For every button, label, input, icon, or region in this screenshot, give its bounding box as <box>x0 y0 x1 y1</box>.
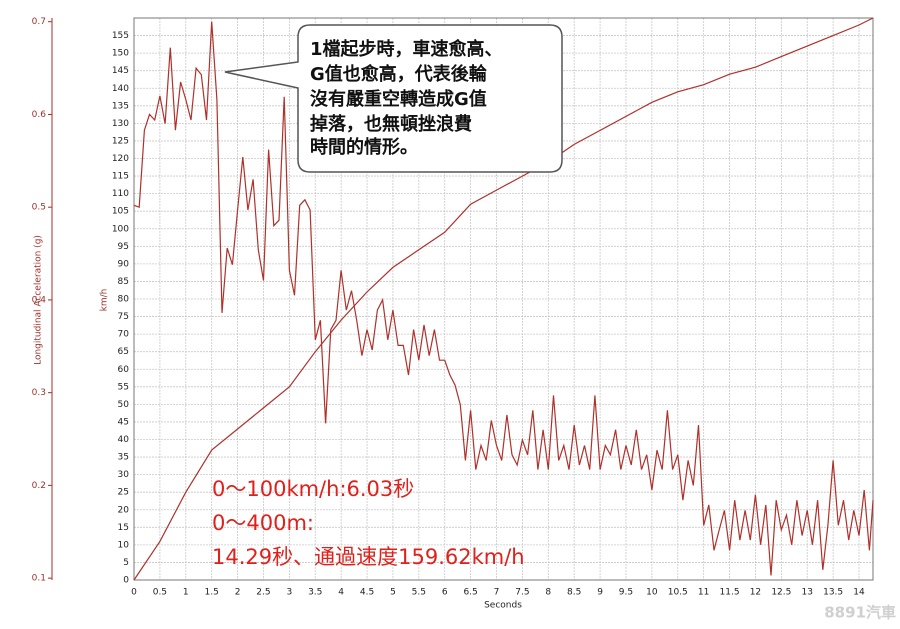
y-tick-label: 130 <box>112 119 129 129</box>
y-tick-label: 20 <box>118 505 130 515</box>
y-tick-label: 95 <box>118 242 129 252</box>
data-line <box>133 17 874 581</box>
y-tick-label: 10 <box>118 540 130 550</box>
plot-frame <box>133 17 874 581</box>
y-tick-label: 100 <box>112 224 129 234</box>
y-tick-label: 140 <box>112 84 129 94</box>
result-text: 0～100km/h:6.03秒 <box>212 477 414 501</box>
x-tick-label: 8 <box>545 588 551 598</box>
y-tick-label: 105 <box>112 207 129 217</box>
callout-text: 沒有嚴重空轉造成G值 <box>310 88 487 110</box>
x-tick-label: 0.5 <box>153 588 167 598</box>
x-tick-label: 10.5 <box>668 588 688 598</box>
result-text: 14.29秒、通過速度159.62km/h <box>212 545 525 569</box>
callout-box <box>224 24 563 173</box>
y-tick-label: 120 <box>112 154 129 164</box>
y-tick-label: 145 <box>112 66 129 76</box>
x-tick-label: 0 <box>131 588 137 598</box>
x-tick-label: 6 <box>442 588 448 598</box>
callout-text: 掉落，也無頓挫浪費 <box>310 113 472 135</box>
y-tick-label: 25 <box>118 488 129 498</box>
x-tick-label: 12.5 <box>771 588 791 598</box>
x-axis-title: Seconds <box>484 601 522 611</box>
x-tick-label: 4 <box>338 588 344 598</box>
y2-tick-label: 0.7 <box>32 17 46 27</box>
y-tick-label: 90 <box>118 259 130 269</box>
x-tick-label: 1.5 <box>205 588 219 598</box>
callout-text: G值也愈高，代表後輪 <box>310 63 488 85</box>
x-tick-label: 11 <box>698 588 709 598</box>
y-tick-label: 55 <box>118 382 129 392</box>
y2-axis-title: Longitudinal Acceleration (g) <box>34 235 44 365</box>
callout-text: 1檔起步時，車速愈高、 <box>310 38 503 60</box>
x-tick-label: 1 <box>183 588 189 598</box>
x-tick-label: 14 <box>853 588 865 598</box>
marks <box>133 17 874 581</box>
data-line <box>133 21 874 576</box>
x-tick-label: 11.5 <box>720 588 740 598</box>
y-tick-label: 135 <box>112 101 129 111</box>
x-tick-label: 2 <box>235 588 241 598</box>
y-tick-label: 0 <box>123 576 129 586</box>
y-tick-label: 5 <box>123 558 129 568</box>
y2-tick-label: 0.1 <box>32 574 46 584</box>
x-tick-label: 5.5 <box>412 588 426 598</box>
y-tick-label: 80 <box>118 295 130 305</box>
y-tick-label: 50 <box>118 400 130 410</box>
x-tick-label: 3 <box>286 588 292 598</box>
y-axis-title: km/h <box>100 289 110 312</box>
x-tick-label: 9 <box>597 588 603 598</box>
x-tick-label: 13 <box>802 588 813 598</box>
result-text: 0～400m: <box>212 511 314 535</box>
x-tick-label: 9.5 <box>619 588 633 598</box>
callout-text: 時間的情形。 <box>310 136 418 158</box>
y2-tick-label: 0.6 <box>32 110 47 120</box>
y-tick-label: 115 <box>112 172 129 182</box>
x-tick-label: 6.5 <box>463 588 477 598</box>
y-tick-label: 125 <box>112 136 129 146</box>
y-tick-label: 155 <box>112 31 129 41</box>
x-tick-label: 12 <box>750 588 761 598</box>
y-tick-label: 150 <box>112 49 129 59</box>
y-tick-label: 65 <box>118 347 129 357</box>
y-tick-label: 75 <box>118 312 129 322</box>
y-tick-label: 85 <box>118 277 129 287</box>
y-tick-label: 110 <box>112 189 129 199</box>
x-tick-label: 2.5 <box>256 588 270 598</box>
y-tick-label: 45 <box>118 417 129 427</box>
y-tick-label: 30 <box>118 470 130 480</box>
y2-tick-label: 0.3 <box>32 388 46 398</box>
x-tick-label: 3.5 <box>308 588 322 598</box>
y-tick-label: 35 <box>118 453 129 463</box>
x-tick-label: 4.5 <box>360 588 374 598</box>
y2-tick-label: 0.5 <box>32 203 46 213</box>
y-tick-label: 70 <box>118 330 130 340</box>
y-tick-label: 60 <box>118 365 130 375</box>
y2-tick-label: 0.2 <box>32 481 46 491</box>
x-tick-label: 8.5 <box>567 588 581 598</box>
y-tick-label: 15 <box>118 523 129 533</box>
x-tick-label: 7.5 <box>515 588 529 598</box>
x-tick-label: 7 <box>494 588 500 598</box>
x-tick-label: 13.5 <box>823 588 843 598</box>
x-tick-label: 10 <box>646 588 658 598</box>
y-tick-label: 40 <box>118 435 130 445</box>
watermark: 8891汽車 <box>824 604 896 622</box>
x-tick-label: 5 <box>390 588 396 598</box>
y2-tick-label: 0.4 <box>32 295 47 305</box>
